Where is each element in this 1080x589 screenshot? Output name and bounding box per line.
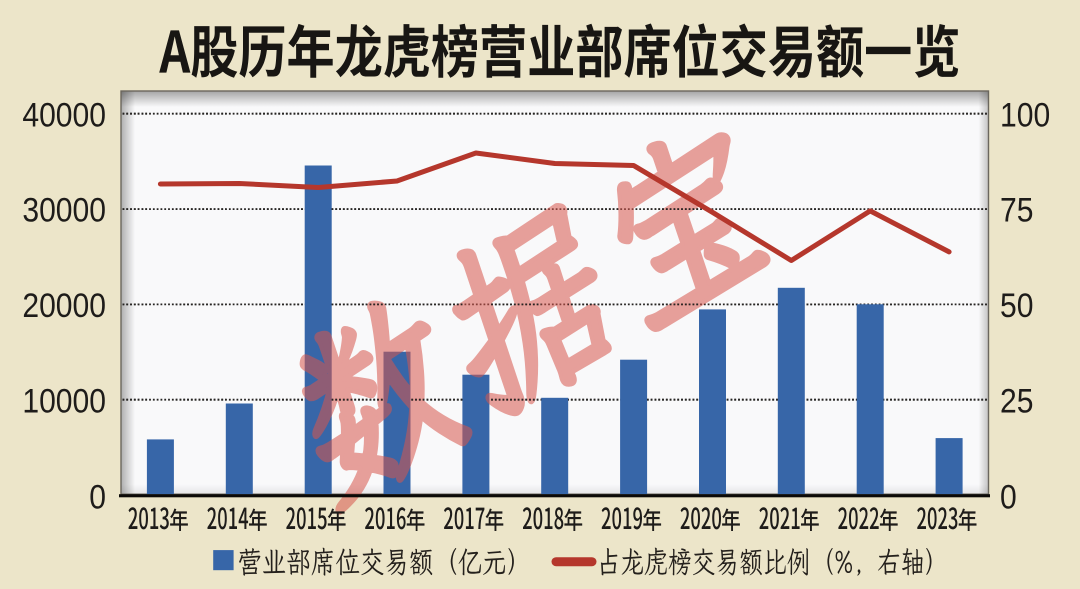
svg-text:50: 50 [1000, 286, 1033, 324]
svg-text:100: 100 [1000, 96, 1050, 134]
svg-text:40000: 40000 [22, 96, 106, 134]
svg-text:75: 75 [1000, 191, 1033, 229]
svg-text:0: 0 [89, 478, 106, 516]
svg-text:25: 25 [1000, 382, 1033, 420]
svg-text:20000: 20000 [22, 286, 106, 324]
svg-text:30000: 30000 [22, 191, 106, 229]
svg-text:10000: 10000 [22, 382, 106, 420]
svg-text:0: 0 [1000, 478, 1017, 516]
